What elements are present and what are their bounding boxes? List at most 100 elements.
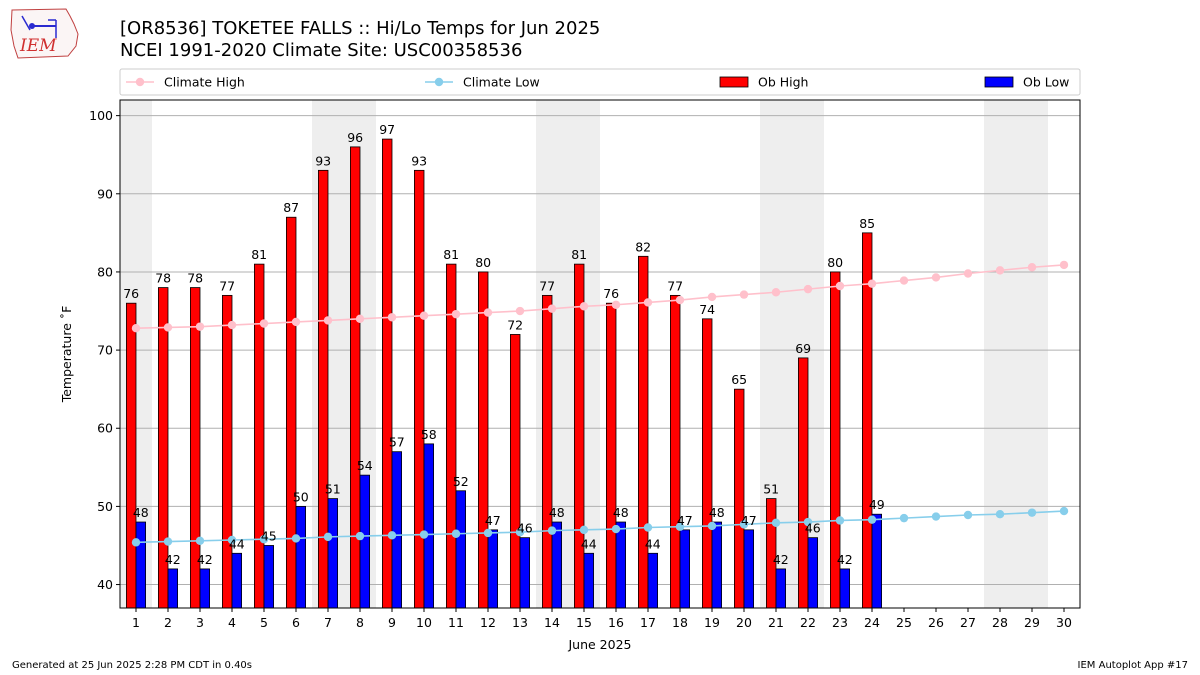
y-tick-label: 90	[97, 186, 113, 201]
weekend-band	[984, 100, 1016, 608]
weekend-band	[1016, 100, 1048, 608]
x-tick-label: 11	[448, 615, 464, 630]
x-tick-label: 24	[864, 615, 880, 630]
ob-high-value-label: 81	[251, 247, 267, 262]
climate-low-point	[611, 524, 621, 534]
x-tick-label: 6	[292, 615, 300, 630]
climate-low-point	[323, 532, 333, 542]
ob-low-value-label: 58	[421, 427, 437, 442]
legend-ob-low-label: Ob Low	[1023, 75, 1069, 90]
climate-high-point	[835, 281, 845, 291]
ob-high-bar	[606, 302, 617, 609]
legend-ob-low-swatch	[984, 76, 1014, 88]
climate-high-point	[995, 266, 1005, 275]
climate-high-point	[1059, 260, 1069, 270]
ob-high-value-label: 82	[635, 239, 651, 254]
x-tick-label: 10	[416, 615, 432, 630]
x-tick-label: 12	[480, 615, 496, 630]
x-tick-label: 27	[960, 615, 976, 630]
generated-timestamp: Generated at 25 Jun 2025 2:28 PM CDT in …	[12, 660, 253, 671]
legend-climate-high-marker	[135, 77, 145, 87]
ob-low-bar	[359, 474, 371, 609]
ob-high-value-label: 65	[731, 372, 747, 387]
climate-low-line	[135, 510, 1065, 544]
ob-high-bar	[542, 294, 553, 609]
ob-low-bar	[295, 505, 307, 609]
ob-high-bar	[862, 232, 873, 609]
ob-low-bar	[711, 521, 723, 609]
ob-high-value-label: 80	[827, 255, 843, 270]
ob-high-bar	[798, 357, 809, 609]
climate-high-point	[963, 269, 973, 278]
y-tick-label: 70	[97, 343, 113, 358]
x-axis-label: June 2025	[567, 637, 631, 652]
ob-low-value-label: 42	[197, 552, 213, 567]
x-tick-label: 8	[356, 615, 364, 630]
ob-high-bar	[702, 318, 713, 609]
ob-high-bar	[253, 263, 265, 609]
ob-low-bar	[231, 552, 243, 609]
climate-high-point	[259, 319, 269, 328]
ob-low-value-label: 44	[581, 536, 597, 551]
ob-low-value-label: 48	[709, 505, 725, 520]
ob-high-value-label: 85	[859, 216, 875, 231]
climate-high-point	[483, 308, 493, 317]
legend-climate-low-label: Climate Low	[463, 75, 540, 90]
climate-high-point	[931, 273, 941, 282]
climate-high-point	[739, 290, 749, 299]
climate-low-point	[771, 518, 781, 528]
x-tick-label: 19	[704, 615, 720, 630]
ob-low-value-label: 42	[773, 552, 789, 567]
climate-low-point	[803, 517, 813, 527]
climate-high-point	[419, 311, 429, 320]
ob-high-value-label: 97	[379, 122, 395, 137]
ob-high-value-label: 93	[315, 153, 331, 168]
climate-high-point	[547, 304, 557, 313]
climate-low-point	[739, 520, 749, 529]
ob-low-value-label: 45	[261, 528, 277, 543]
climate-low-point	[355, 531, 365, 541]
ob-low-value-label: 51	[325, 482, 341, 497]
ob-low-value-label: 48	[133, 505, 149, 520]
climate-low-point	[291, 534, 301, 543]
ob-low-bar	[519, 537, 531, 609]
climate-low-point	[483, 528, 493, 538]
climate-low-point	[835, 516, 845, 525]
x-tick-label: 20	[736, 615, 752, 630]
legend-climate-high-label: Climate High	[164, 75, 245, 90]
ob-high-bar	[670, 294, 681, 609]
legend-climate-low-marker	[434, 77, 444, 87]
ob-low-bar	[423, 443, 435, 609]
climate-high-point	[771, 288, 781, 297]
ob-low-bar	[839, 568, 851, 609]
climate-low-point	[931, 512, 941, 521]
ob-high-value-label: 81	[571, 247, 587, 262]
x-tick-label: 14	[544, 615, 560, 630]
ob-low-bar	[455, 490, 467, 609]
ob-low-bar	[263, 545, 275, 609]
ob-low-bar	[391, 451, 403, 609]
climate-high-point	[643, 298, 653, 307]
climate-low-point	[995, 510, 1005, 519]
climate-high-point	[611, 300, 621, 309]
climate-high-point	[195, 322, 205, 331]
y-tick-label: 40	[97, 577, 113, 592]
ob-high-bar	[126, 302, 137, 609]
climate-low-point	[131, 538, 141, 547]
ob-low-bar	[743, 529, 755, 609]
ob-low-value-label: 48	[613, 505, 629, 520]
climate-low-point	[195, 536, 205, 545]
x-tick-label: 13	[512, 615, 528, 630]
ob-high-value-label: 93	[411, 153, 427, 168]
x-tick-label: 26	[928, 615, 944, 630]
ob-high-value-label: 72	[507, 317, 523, 332]
y-tick-label: 50	[97, 499, 113, 514]
ob-low-value-label: 42	[165, 552, 181, 567]
ob-high-value-label: 77	[219, 278, 235, 293]
ob-high-value-label: 76	[603, 286, 619, 301]
climate-low-point	[163, 537, 173, 546]
ob-low-bar	[615, 521, 627, 609]
x-tick-label: 30	[1056, 615, 1072, 630]
climate-low-point	[707, 521, 717, 531]
